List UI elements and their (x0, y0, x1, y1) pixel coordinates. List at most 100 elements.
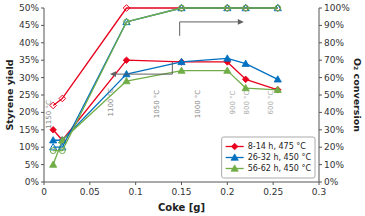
y2-tick (319, 129, 322, 130)
annotation: 900 °C (229, 90, 237, 114)
y-tick-label: 45% (19, 20, 39, 30)
series-marker (50, 137, 57, 143)
legend-box (222, 137, 315, 178)
series-marker (178, 59, 185, 66)
legend-marker (231, 165, 238, 171)
y-tick-label: 10% (19, 142, 39, 152)
y-tick (41, 95, 44, 96)
x-tick-label: 0 (41, 187, 47, 197)
arrow-head (110, 71, 116, 77)
y-tick (41, 25, 44, 26)
series-marker (124, 19, 130, 25)
series-line (53, 8, 278, 151)
y2-tick (319, 60, 322, 61)
y2-tick (319, 147, 322, 148)
x-tick (135, 182, 136, 185)
series-marker (243, 5, 249, 11)
series-marker (59, 95, 66, 102)
y-tick (41, 42, 44, 43)
series-marker (274, 86, 281, 93)
y-tick-label: 40% (19, 38, 39, 48)
y-tick-label: 0% (25, 177, 40, 187)
arrow-shaft (180, 21, 238, 22)
series-marker (50, 161, 57, 167)
y2-tick-label: 0% (324, 177, 339, 187)
series-marker (50, 148, 56, 154)
y-tick-label: 50% (19, 3, 39, 13)
legend-marker (231, 154, 238, 160)
x-tick (181, 182, 182, 185)
x-tick (273, 182, 274, 185)
chart: 00.050.10.150.20.250.30%5%10%15%20%25%30… (0, 0, 365, 216)
arrow-shaft (116, 74, 172, 75)
legend-label: 56-62 h, 450 °C (248, 164, 312, 173)
y-tick (41, 77, 44, 78)
y2-tick-label: 60% (324, 73, 344, 83)
legend-label: 8-14 h, 475 °C (248, 142, 307, 151)
y-tick-label: 25% (19, 90, 39, 100)
arrow-head (238, 19, 244, 25)
legend-label: 26-32 h, 450 °C (248, 153, 312, 162)
y-tick (41, 164, 44, 165)
y2-tick (319, 164, 322, 165)
series-marker (178, 67, 185, 73)
y-axis-label: Styrene yield (4, 59, 15, 130)
arrow (180, 19, 244, 36)
series-marker (179, 5, 185, 11)
y-tick-label: 15% (19, 125, 39, 135)
y2-tick (319, 112, 322, 113)
x-tick (89, 182, 90, 185)
annotation: 600 °C (267, 90, 275, 114)
x-tick-label: 0.25 (263, 187, 283, 197)
y2-tick (319, 8, 322, 9)
y2-tick (319, 182, 322, 183)
series-marker (274, 76, 281, 82)
x-tick-label: 0.05 (80, 187, 100, 197)
y2-tick (319, 95, 322, 96)
series-marker (224, 67, 231, 73)
y-tick (41, 60, 44, 61)
y2-tick-label: 90% (324, 20, 344, 30)
series-marker (275, 5, 281, 11)
arrow-bracket (172, 62, 173, 74)
x-tick (227, 182, 228, 185)
y2-tick-label: 30% (324, 125, 344, 135)
legend-marker (231, 143, 238, 150)
series-marker (123, 77, 130, 83)
y-tick (41, 8, 44, 9)
y-tick (41, 182, 44, 183)
y2-tick-label: 50% (324, 90, 344, 100)
series-marker (224, 5, 230, 11)
x-tick-label: 0.15 (171, 187, 191, 197)
arrow (110, 62, 172, 77)
arrow-bracket (179, 22, 180, 36)
series-marker (242, 84, 249, 90)
y-tick (41, 112, 44, 113)
annotation: 1050 °C (153, 90, 161, 119)
y-tick (41, 129, 44, 130)
y2-axis-label: O₂ conversion (352, 58, 363, 132)
series (50, 57, 281, 144)
annotation: 800 °C (243, 90, 251, 114)
y2-tick-label: 40% (324, 107, 344, 117)
y2-tick (319, 77, 322, 78)
series (50, 5, 280, 153)
x-tick-label: 0.2 (220, 187, 234, 197)
y2-tick-label: 10% (324, 160, 344, 170)
x-tick-label: 0.1 (129, 187, 143, 197)
y2-tick-label: 20% (324, 142, 344, 152)
y2-tick-label: 100% (324, 3, 350, 13)
series (50, 4, 282, 150)
series-line (53, 8, 278, 147)
annotation: 1150 °C (46, 100, 54, 129)
y-tick (41, 147, 44, 148)
y-tick-label: 5% (25, 160, 40, 170)
y2-tick-label: 80% (324, 38, 344, 48)
series-marker (242, 60, 249, 66)
annotation: 1100 °C (107, 88, 115, 117)
y2-tick (319, 25, 322, 26)
series-marker (123, 57, 130, 64)
series-marker (123, 5, 130, 12)
y2-tick (319, 42, 322, 43)
series-marker (59, 148, 65, 154)
